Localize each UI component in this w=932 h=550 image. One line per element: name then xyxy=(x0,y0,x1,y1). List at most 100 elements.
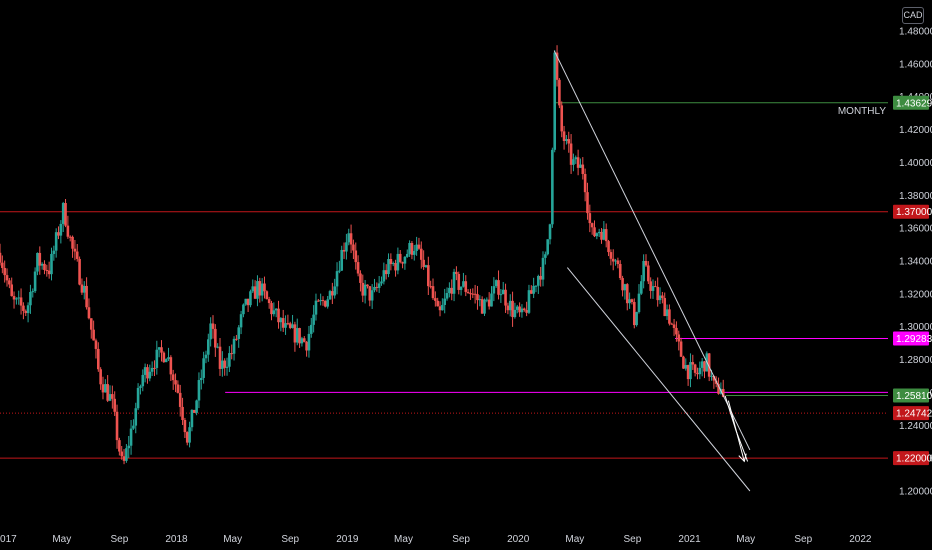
x-tick-label: May xyxy=(223,534,242,545)
candlestick xyxy=(452,268,456,302)
candle-body xyxy=(675,327,678,335)
candle-body xyxy=(452,271,456,294)
candlestick xyxy=(419,241,423,269)
channel-line xyxy=(566,267,751,492)
candlestick xyxy=(703,360,706,379)
candlestick xyxy=(122,449,126,465)
candle-body xyxy=(209,323,212,340)
candlestick xyxy=(562,125,566,150)
candle-body xyxy=(635,312,638,326)
candlestick xyxy=(581,157,585,180)
candlestick xyxy=(8,277,11,289)
candlestick xyxy=(314,293,318,321)
candlestick xyxy=(232,336,236,361)
candle-body xyxy=(522,308,526,311)
candlestick xyxy=(22,302,25,320)
candle-body xyxy=(73,248,77,252)
candlestick xyxy=(279,317,283,332)
candle-body xyxy=(419,248,423,260)
candlestick xyxy=(249,289,252,308)
candlestick xyxy=(286,314,290,326)
candle-body xyxy=(281,318,285,328)
candle-body xyxy=(576,157,580,168)
candlestick xyxy=(66,215,70,239)
candlestick xyxy=(356,255,360,277)
candle-body xyxy=(445,293,449,299)
candlestick xyxy=(525,301,528,317)
candlestick xyxy=(384,264,388,280)
candle-body xyxy=(347,233,351,243)
candle-body xyxy=(450,287,454,294)
candlestick xyxy=(45,264,49,277)
candlestick xyxy=(263,276,266,299)
candlestick xyxy=(111,385,114,409)
candlestick xyxy=(75,244,79,262)
candle-body xyxy=(260,283,264,296)
candlestick xyxy=(527,284,531,315)
candlestick xyxy=(593,220,596,238)
candlestick xyxy=(544,251,547,265)
candlestick xyxy=(118,437,121,456)
candle-body xyxy=(302,338,306,342)
candle-body xyxy=(26,305,30,314)
candlestick xyxy=(181,397,184,425)
candlestick xyxy=(366,284,369,289)
candlestick xyxy=(487,292,491,310)
candlestick xyxy=(298,327,301,348)
candlestick xyxy=(576,149,580,176)
y-tick-label: 1.34000 xyxy=(899,257,932,268)
candle-body xyxy=(319,299,322,302)
candle-body xyxy=(326,299,329,307)
price-tag-label: 1.43629 xyxy=(896,98,932,109)
candle-body xyxy=(558,79,561,106)
candle-body xyxy=(291,324,294,328)
candle-body xyxy=(483,299,486,314)
y-tick-label: 1.40000 xyxy=(899,158,932,169)
candlestick xyxy=(345,233,348,260)
candle-body xyxy=(92,329,95,341)
candlestick xyxy=(436,297,439,307)
candle-body xyxy=(160,347,163,353)
candle-body xyxy=(473,293,477,295)
candle-body xyxy=(345,242,348,252)
candle-body xyxy=(89,318,93,330)
candlestick xyxy=(309,317,313,338)
candle-body xyxy=(654,286,657,288)
candlestick xyxy=(434,291,437,307)
currency-button[interactable]: CAD xyxy=(902,7,924,24)
candle-body xyxy=(3,267,6,276)
candle-body xyxy=(0,252,2,263)
candlestick xyxy=(87,298,91,320)
candlestick xyxy=(651,279,655,299)
candlestick xyxy=(455,266,458,281)
candle-body xyxy=(614,260,617,262)
candle-body xyxy=(476,294,479,301)
candlestick xyxy=(398,250,402,264)
candlestick xyxy=(349,224,353,254)
candle-body xyxy=(363,284,367,296)
candlestick xyxy=(223,358,226,376)
candle-body xyxy=(677,334,681,342)
candle-body xyxy=(118,440,121,452)
candle-body xyxy=(581,164,585,174)
candlestick xyxy=(565,135,568,145)
candle-body xyxy=(604,229,608,242)
candlestick xyxy=(258,277,262,303)
candlestick xyxy=(36,252,39,276)
candle-body xyxy=(377,283,381,288)
candle-body xyxy=(443,298,447,305)
candlestick xyxy=(94,338,98,359)
candlestick xyxy=(644,254,648,267)
candlestick xyxy=(246,298,250,312)
candle-body xyxy=(309,324,313,334)
candle-body xyxy=(12,296,16,300)
candlestick xyxy=(401,261,404,269)
candlestick xyxy=(560,101,564,138)
candle-body xyxy=(256,281,259,299)
candlestick xyxy=(106,375,109,403)
candle-body xyxy=(530,290,533,294)
candle-body xyxy=(270,303,273,315)
candlestick xyxy=(431,278,435,300)
candlestick xyxy=(574,155,578,164)
